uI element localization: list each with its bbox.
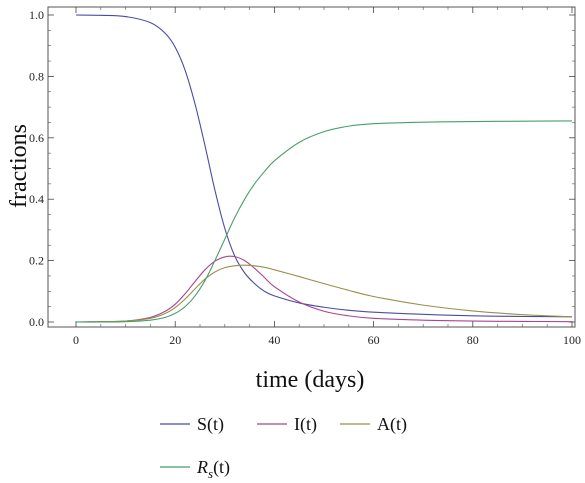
- x-tick-label-60: 60: [368, 333, 380, 347]
- series-line-a: [75, 264, 573, 323]
- legend-label-rs-main: R: [196, 457, 208, 477]
- series-line-s: [75, 14, 573, 318]
- y-axis-title: fractions: [6, 124, 32, 208]
- legend-label-i: I(t): [294, 414, 317, 435]
- legend-label-rs-sub: s: [208, 466, 213, 481]
- x-axis-title: time (days): [256, 367, 365, 393]
- y-tick-label-0.4: 0.4: [29, 192, 44, 206]
- x-tick-label-80: 80: [467, 333, 479, 347]
- series-line-i: [75, 255, 573, 323]
- legend-label-a: A(t): [377, 414, 407, 435]
- y-tick-label-0: 0.0: [29, 315, 44, 329]
- y-tick-label-0.2: 0.2: [29, 254, 44, 268]
- y-tick-label-0.8: 0.8: [29, 69, 44, 83]
- tick-labels: 0 20 40 60 80 100 0.0 0.2 0.4 0.6 0.8 1.0: [29, 8, 581, 347]
- legend: S(t) I(t) A(t) Rs(t): [160, 414, 407, 481]
- series-line-rs: [75, 120, 573, 323]
- x-tick-label-20: 20: [169, 333, 181, 347]
- axis-ticks: [48, 7, 575, 327]
- x-tick-label-100: 100: [563, 333, 581, 347]
- plot-frame: [47, 6, 576, 328]
- x-tick-label-0: 0: [73, 333, 79, 347]
- legend-label-rs-suffix: (t): [213, 457, 230, 478]
- series-lines: [75, 14, 573, 323]
- y-tick-label-0.6: 0.6: [29, 131, 44, 145]
- x-tick-label-40: 40: [268, 333, 280, 347]
- y-tick-label-1: 1.0: [29, 8, 44, 22]
- legend-label-rs: Rs(t): [196, 457, 230, 481]
- legend-label-s: S(t): [197, 414, 224, 435]
